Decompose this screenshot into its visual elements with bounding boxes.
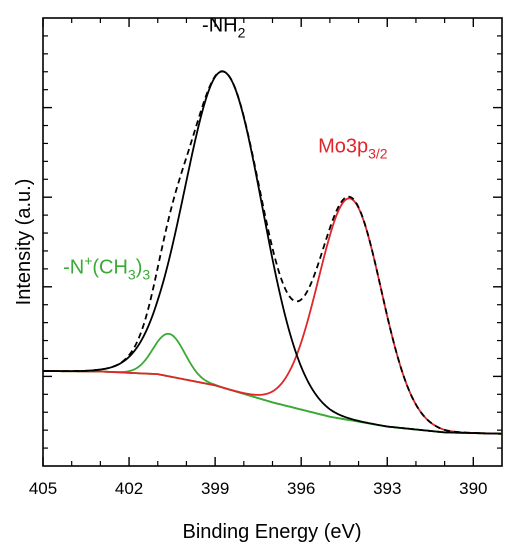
nch3-annotation: -N+(CH3)3 [63, 252, 150, 282]
x-tick-label: 393 [373, 479, 401, 498]
plot-frame [42, 17, 503, 467]
annotations: -NH2 Mo3p3/2 -N+(CH3)3 [63, 14, 388, 282]
x-tick-label: 396 [287, 479, 315, 498]
x-tick-label: 399 [201, 479, 229, 498]
nh2-component-curve [42, 70, 503, 435]
x-tick-labels: 405 402 399 396 393 390 [29, 479, 488, 498]
nch3-component-curve [42, 332, 503, 435]
mo3p-component-curve [42, 197, 503, 435]
x-axis-label: Binding Energy (eV) [183, 521, 362, 543]
axis-ticks [42, 18, 502, 466]
x-tick-label: 402 [115, 479, 143, 498]
nh2-annotation: -NH2 [202, 14, 246, 40]
data-curves [42, 70, 503, 435]
envelope-curve [42, 70, 503, 435]
mo3p-annotation: Mo3p3/2 [318, 135, 388, 161]
x-tick-label: 390 [459, 479, 487, 498]
y-axis-label: Intensity (a.u.) [13, 179, 35, 306]
x-tick-label: 405 [29, 479, 57, 498]
